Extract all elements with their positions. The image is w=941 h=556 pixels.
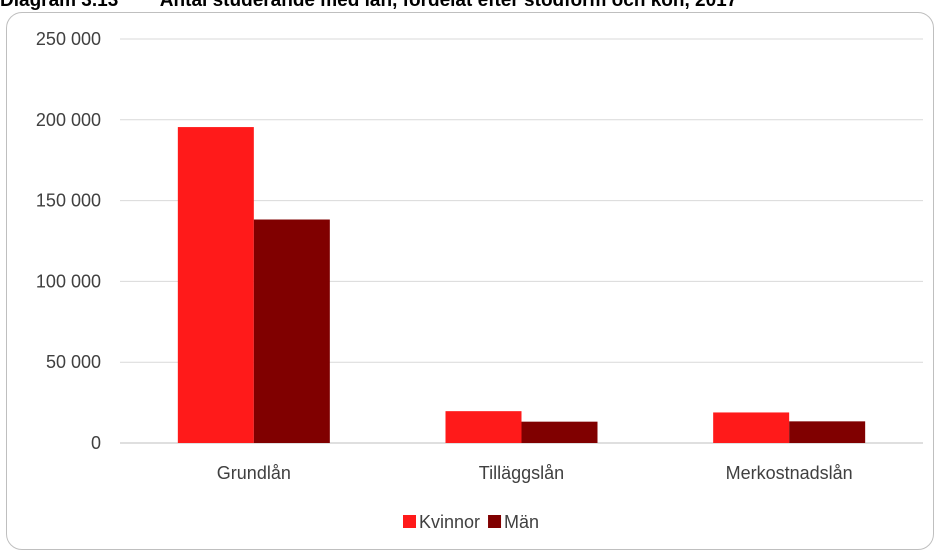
x-tick-label: Merkostnadslån [726, 463, 853, 483]
bar-kvinnor-1 [445, 411, 522, 443]
bar-kvinnor-2 [713, 412, 790, 443]
y-tick-label: 250 000 [36, 29, 101, 49]
y-tick-label: 200 000 [36, 110, 101, 130]
legend-label: Kvinnor [419, 512, 480, 532]
x-tick-label: Grundlån [217, 463, 291, 483]
legend-swatch [403, 515, 416, 528]
legend-swatch [488, 515, 502, 528]
y-tick-label: 150 000 [36, 191, 101, 211]
bar-män-2 [789, 421, 866, 443]
legend-label: Män [504, 512, 539, 532]
bar-män-1 [521, 421, 598, 443]
x-tick-label: Tilläggslån [479, 463, 564, 483]
y-tick-label: 100 000 [36, 271, 101, 291]
page-title: Diagram 3.13 Antal studerande med lån, f… [0, 0, 738, 11]
bar-kvinnor-0 [177, 127, 254, 444]
y-tick-label: 0 [91, 433, 101, 453]
bar-män-0 [253, 219, 330, 443]
y-tick-label: 50 000 [46, 352, 101, 372]
